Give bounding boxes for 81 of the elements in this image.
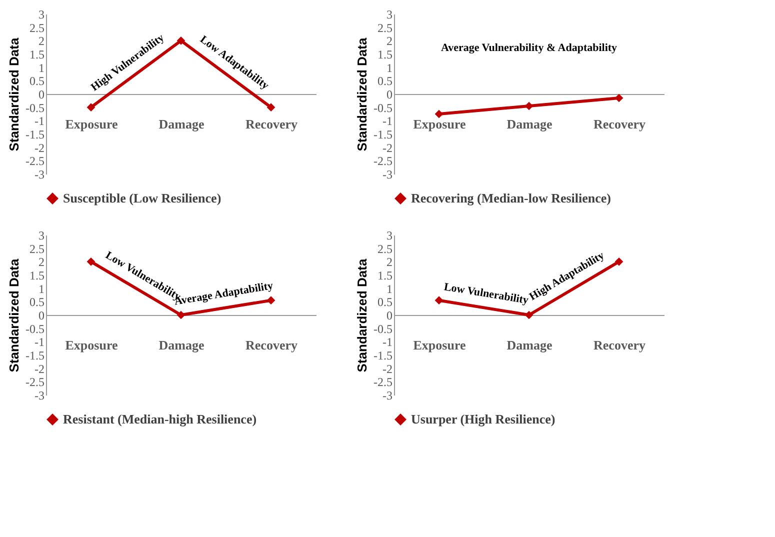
x-tick-label: Damage xyxy=(158,116,204,132)
y-tick-label: -2 xyxy=(34,140,44,155)
point xyxy=(434,296,444,305)
y-tick-label: 3 xyxy=(38,228,44,242)
y-tick-label: 0.5 xyxy=(378,295,392,310)
y-axis-title: Standardized Data xyxy=(354,37,370,152)
legend-label: Recovering (Median-low Resilience) xyxy=(411,190,612,206)
y-tick-label: 2 xyxy=(38,34,44,48)
x-tick-label: Exposure xyxy=(65,116,118,132)
y-tick-label: -3 xyxy=(382,388,392,402)
legend-label: Usurper (High Resilience) xyxy=(411,412,556,426)
y-tick-label: 2.5 xyxy=(378,242,392,256)
y-tick-label: -2.5 xyxy=(26,375,44,390)
y-tick-label: -0.5 xyxy=(374,322,392,336)
x-tick-label: Damage xyxy=(506,338,552,352)
y-tick-label: 2.5 xyxy=(30,242,44,256)
y-tick-label: 1 xyxy=(38,282,44,296)
y-tick-label: -2 xyxy=(382,362,392,376)
x-tick-label: Damage xyxy=(158,338,204,352)
y-tick-label: 0 xyxy=(386,308,392,322)
y-tick-label: -0.5 xyxy=(26,322,44,336)
y-tick-label: 1 xyxy=(386,282,392,296)
y-tick-label: 3 xyxy=(38,8,44,22)
y-tick-label: -1 xyxy=(34,335,44,350)
y-tick-label: 1.5 xyxy=(378,268,392,282)
legend-label: Resistant (Median-high Resilience) xyxy=(63,412,257,426)
y-tick-label: -1.5 xyxy=(26,348,44,362)
point xyxy=(524,102,534,110)
y-tick-label: -2 xyxy=(34,362,44,376)
y-tick-label: 3 xyxy=(386,8,392,22)
y-tick-label: -3 xyxy=(34,168,44,182)
y-tick-label: -1 xyxy=(382,114,392,128)
y-tick-label: -2.5 xyxy=(26,154,44,168)
point xyxy=(86,257,96,266)
legend-label: Susceptible (Low Resilience) xyxy=(63,190,222,206)
y-tick-label: 2 xyxy=(386,34,392,48)
y-tick-label: 0 xyxy=(386,88,392,102)
y-tick-label: -1.5 xyxy=(374,348,392,362)
y-tick-label: 1.5 xyxy=(378,48,392,62)
y-tick-label: 0 xyxy=(38,308,44,322)
y-tick-label: -1 xyxy=(34,114,44,128)
y-tick-label: 2.5 xyxy=(378,20,392,35)
x-tick-label: Recovery xyxy=(246,338,298,352)
point xyxy=(434,110,444,118)
y-axis-title: Standardized Data xyxy=(6,258,22,372)
y-tick-label: -2.5 xyxy=(374,154,392,168)
y-tick-label: -3 xyxy=(34,388,44,402)
point xyxy=(614,257,624,266)
y-tick-label: -1.5 xyxy=(26,128,44,142)
y-tick-label: 0.5 xyxy=(30,295,44,310)
y-tick-label: -2 xyxy=(382,140,392,155)
y-tick-label: 0.5 xyxy=(378,74,392,88)
y-tick-label: 1 xyxy=(38,60,44,75)
y-tick-label: 2 xyxy=(386,255,392,270)
point xyxy=(176,310,186,320)
point xyxy=(524,310,534,320)
x-tick-label: Recovery xyxy=(594,116,646,132)
x-tick-label: Recovery xyxy=(246,116,298,132)
y-tick-label: 2 xyxy=(38,255,44,270)
y-axis-title: Standardized Data xyxy=(354,258,370,372)
x-tick-label: Exposure xyxy=(65,338,118,352)
y-tick-label: 0.5 xyxy=(30,74,44,88)
point xyxy=(614,94,624,102)
x-tick-label: Recovery xyxy=(594,338,646,352)
y-tick-label: 1.5 xyxy=(30,268,44,282)
y-tick-label: 2.5 xyxy=(30,20,44,35)
annotation: Average Vulnerability & Adaptability xyxy=(440,42,618,54)
y-tick-label: 1.5 xyxy=(30,48,44,62)
x-tick-label: Exposure xyxy=(413,338,466,352)
y-tick-label: -0.5 xyxy=(374,100,392,115)
y-tick-label: 0 xyxy=(38,88,44,102)
y-tick-label: -2.5 xyxy=(374,375,392,390)
y-tick-label: -1 xyxy=(382,335,392,350)
y-tick-label: 3 xyxy=(386,228,392,242)
y-tick-label: -3 xyxy=(382,168,392,182)
y-tick-label: -1.5 xyxy=(374,128,392,142)
x-tick-label: Exposure xyxy=(413,116,466,132)
y-axis-title: Standardized Data xyxy=(6,37,22,152)
y-tick-label: -0.5 xyxy=(26,100,44,115)
x-tick-label: Damage xyxy=(506,116,552,132)
y-tick-label: 1 xyxy=(386,60,392,75)
